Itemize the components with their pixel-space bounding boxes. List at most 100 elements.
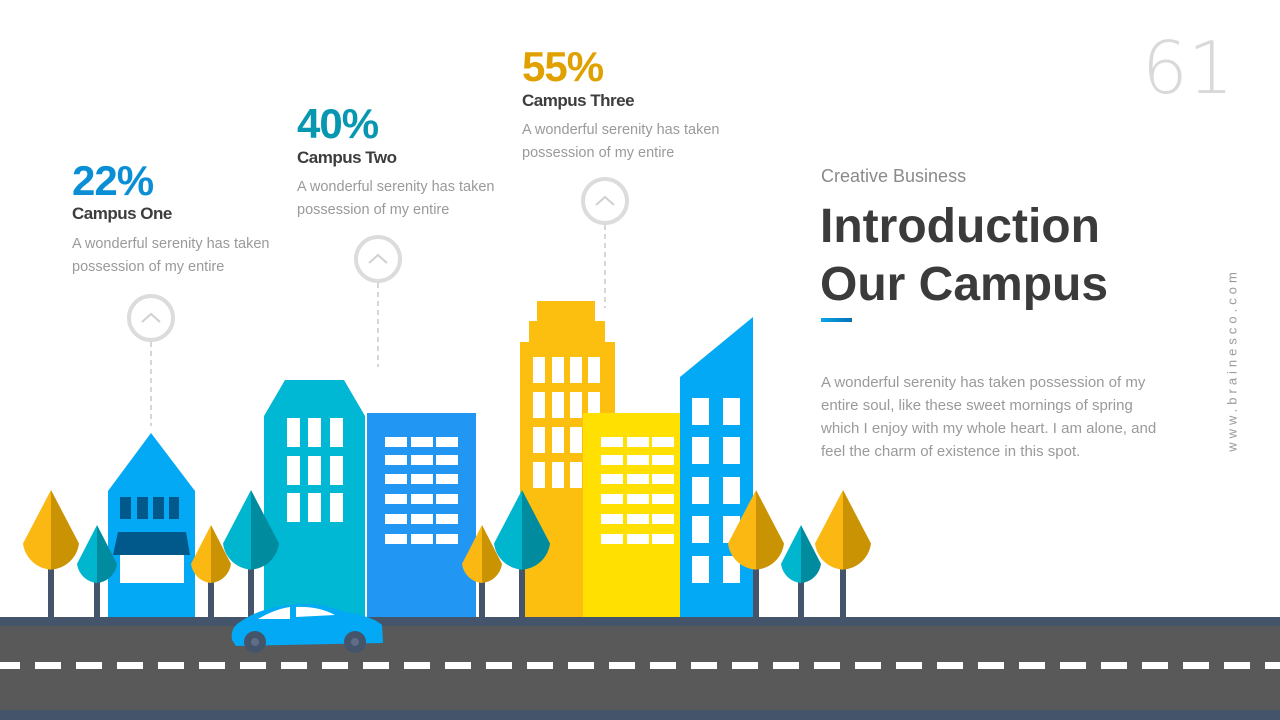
- window: [652, 514, 674, 524]
- campus-one-percent: 22%: [72, 157, 154, 204]
- window: [411, 437, 433, 447]
- window: [436, 494, 458, 504]
- lane-dash: [1265, 662, 1280, 669]
- window: [627, 474, 649, 484]
- title-line-2: Our Campus: [820, 258, 1109, 311]
- tree-icon: [191, 525, 231, 617]
- window: [652, 474, 674, 484]
- lane-dash: [281, 662, 307, 669]
- window: [385, 437, 407, 447]
- window: [601, 455, 623, 465]
- yellow-building: [583, 413, 692, 617]
- window: [692, 398, 709, 425]
- lane-dash: [1142, 662, 1168, 669]
- window: [552, 427, 564, 453]
- window: [627, 514, 649, 524]
- window: [533, 357, 545, 383]
- window: [601, 437, 623, 447]
- window: [385, 455, 407, 465]
- window: [436, 437, 458, 447]
- lane-dash: [445, 662, 471, 669]
- slanted-blue-building: [680, 317, 753, 617]
- window: [308, 418, 321, 447]
- window: [411, 494, 433, 504]
- subtitle: Creative Business: [821, 166, 967, 186]
- lane-dash: [1101, 662, 1127, 669]
- window: [692, 516, 709, 543]
- awning: [113, 532, 190, 555]
- window: [308, 493, 321, 522]
- lane-dash: [0, 662, 20, 669]
- lane-dash: [363, 662, 389, 669]
- window: [652, 494, 674, 504]
- shop-building: [108, 433, 195, 617]
- campus-two-marker[interactable]: [354, 235, 402, 367]
- campus-one-name: Campus One: [72, 204, 172, 223]
- window: [330, 456, 343, 485]
- window: [627, 494, 649, 504]
- lane-dash: [978, 662, 1004, 669]
- accent-bar: [821, 318, 852, 322]
- lane-dash: [609, 662, 635, 669]
- chevron-up-icon: [368, 253, 388, 264]
- window: [385, 534, 407, 544]
- blue-office-building: [367, 413, 476, 617]
- window: [552, 392, 564, 418]
- lane-dash: [322, 662, 348, 669]
- window: [627, 455, 649, 465]
- lane-dash: [35, 662, 61, 669]
- window: [533, 392, 545, 418]
- lane-dash: [486, 662, 512, 669]
- campus-three-marker[interactable]: [581, 177, 629, 308]
- title-line-1: Introduction: [820, 200, 1100, 253]
- page-number: 61: [1142, 26, 1234, 110]
- window: [723, 437, 740, 464]
- lane-dash: [855, 662, 881, 669]
- lane-dash: [1019, 662, 1045, 669]
- window: [411, 474, 433, 484]
- window: [627, 437, 649, 447]
- window: [330, 493, 343, 522]
- road-edge-top: [0, 617, 1280, 626]
- campus-two-description: A wonderful serenity has taken possessio…: [297, 179, 495, 218]
- lane-dash: [650, 662, 676, 669]
- window: [723, 556, 740, 583]
- window: [570, 357, 582, 383]
- campus-one-marker[interactable]: [127, 294, 175, 426]
- campus-two-percent: 40%: [297, 100, 379, 147]
- window: [723, 477, 740, 504]
- road-edge-bottom: [0, 710, 1280, 720]
- window: [552, 462, 564, 488]
- lane-dash: [773, 662, 799, 669]
- car-icon: [231, 603, 383, 653]
- campus-one-description: A wonderful serenity has taken possessio…: [72, 236, 270, 275]
- lane-dash: [117, 662, 143, 669]
- lane-dash: [896, 662, 922, 669]
- window: [652, 455, 674, 465]
- window: [601, 494, 623, 504]
- lane-dash: [814, 662, 840, 669]
- tree-icon: [23, 490, 79, 617]
- window: [385, 494, 407, 504]
- lane-dash: [1060, 662, 1086, 669]
- tree-icon: [494, 490, 550, 617]
- window: [411, 455, 433, 465]
- tree-icon: [462, 525, 502, 617]
- window: [692, 477, 709, 504]
- chevron-up-icon: [141, 312, 161, 323]
- window: [627, 534, 649, 544]
- website-label: www.brainesco.com: [1224, 268, 1240, 452]
- window: [570, 462, 582, 488]
- window: [287, 456, 300, 485]
- road: [0, 626, 1280, 711]
- campus-three-percent: 55%: [522, 43, 604, 90]
- window: [436, 474, 458, 484]
- lane-dash: [404, 662, 430, 669]
- window: [533, 427, 545, 453]
- road-lane-markings: [0, 662, 1280, 669]
- window: [723, 398, 740, 425]
- window: [385, 514, 407, 524]
- campus-three-description: A wonderful serenity has taken possessio…: [522, 122, 720, 161]
- campus-two-name: Campus Two: [297, 148, 397, 167]
- window: [308, 456, 321, 485]
